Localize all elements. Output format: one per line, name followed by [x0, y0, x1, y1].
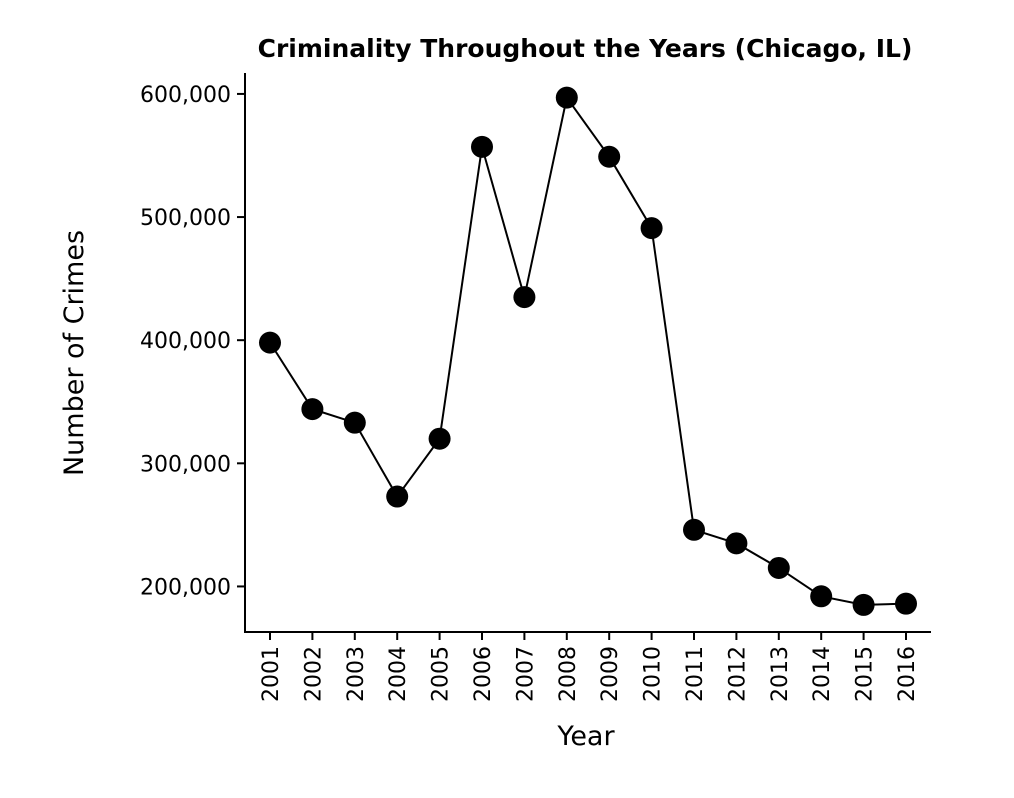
x-axis-label: Year	[556, 721, 615, 752]
x-tick-label: 2011	[683, 646, 708, 702]
y-tick-label: 600,000	[140, 83, 231, 108]
data-point	[343, 411, 366, 434]
data-point	[471, 135, 493, 158]
x-tick-label: 2015	[853, 646, 878, 702]
data-point	[301, 398, 324, 421]
data-point	[598, 145, 621, 168]
data-point	[683, 518, 705, 541]
x-tick-label: 2001	[259, 646, 284, 702]
x-tick-label: 2007	[513, 646, 538, 702]
x-tick-label: 2006	[471, 646, 496, 702]
data-point	[640, 217, 663, 240]
y-tick-label: 400,000	[140, 329, 231, 354]
x-tick-label: 2016	[895, 646, 920, 702]
y-axis-label: Number of Crimes	[59, 230, 90, 476]
data-point	[555, 86, 578, 109]
x-tick-label: 2013	[768, 646, 793, 702]
x-tick-label: 2002	[301, 646, 326, 702]
x-tick-label: 2014	[810, 646, 835, 702]
x-tick-label: 2012	[725, 646, 750, 702]
y-tick-label: 300,000	[140, 452, 231, 477]
x-tick-label: 2008	[556, 646, 581, 702]
y-tick-label: 200,000	[140, 575, 231, 600]
x-tick-label: 2009	[598, 646, 623, 702]
x-tick-label: 2004	[386, 646, 411, 702]
data-point	[386, 485, 409, 508]
x-tick-label: 2003	[344, 646, 369, 702]
data-point	[428, 427, 451, 450]
data-point	[513, 286, 536, 309]
data-point	[767, 556, 790, 579]
x-tick-label: 2010	[641, 646, 666, 702]
x-tick-label: 2005	[429, 646, 454, 702]
data-point	[852, 593, 875, 616]
y-axis: 200,000 300,000 400,000 500,000 600,000	[140, 83, 245, 600]
data-point	[259, 331, 281, 354]
data-point	[895, 592, 917, 615]
chart-title: Criminality Throughout the Years (Chicag…	[258, 34, 913, 63]
y-tick-label: 500,000	[140, 206, 231, 231]
data-point	[725, 532, 748, 555]
series-layer	[259, 86, 917, 616]
x-axis: 2001 2002 2003 2004 2005 2006 2007 2008 2009 2010…	[259, 632, 920, 702]
data-point	[810, 585, 833, 608]
series-line	[269, 95, 907, 606]
